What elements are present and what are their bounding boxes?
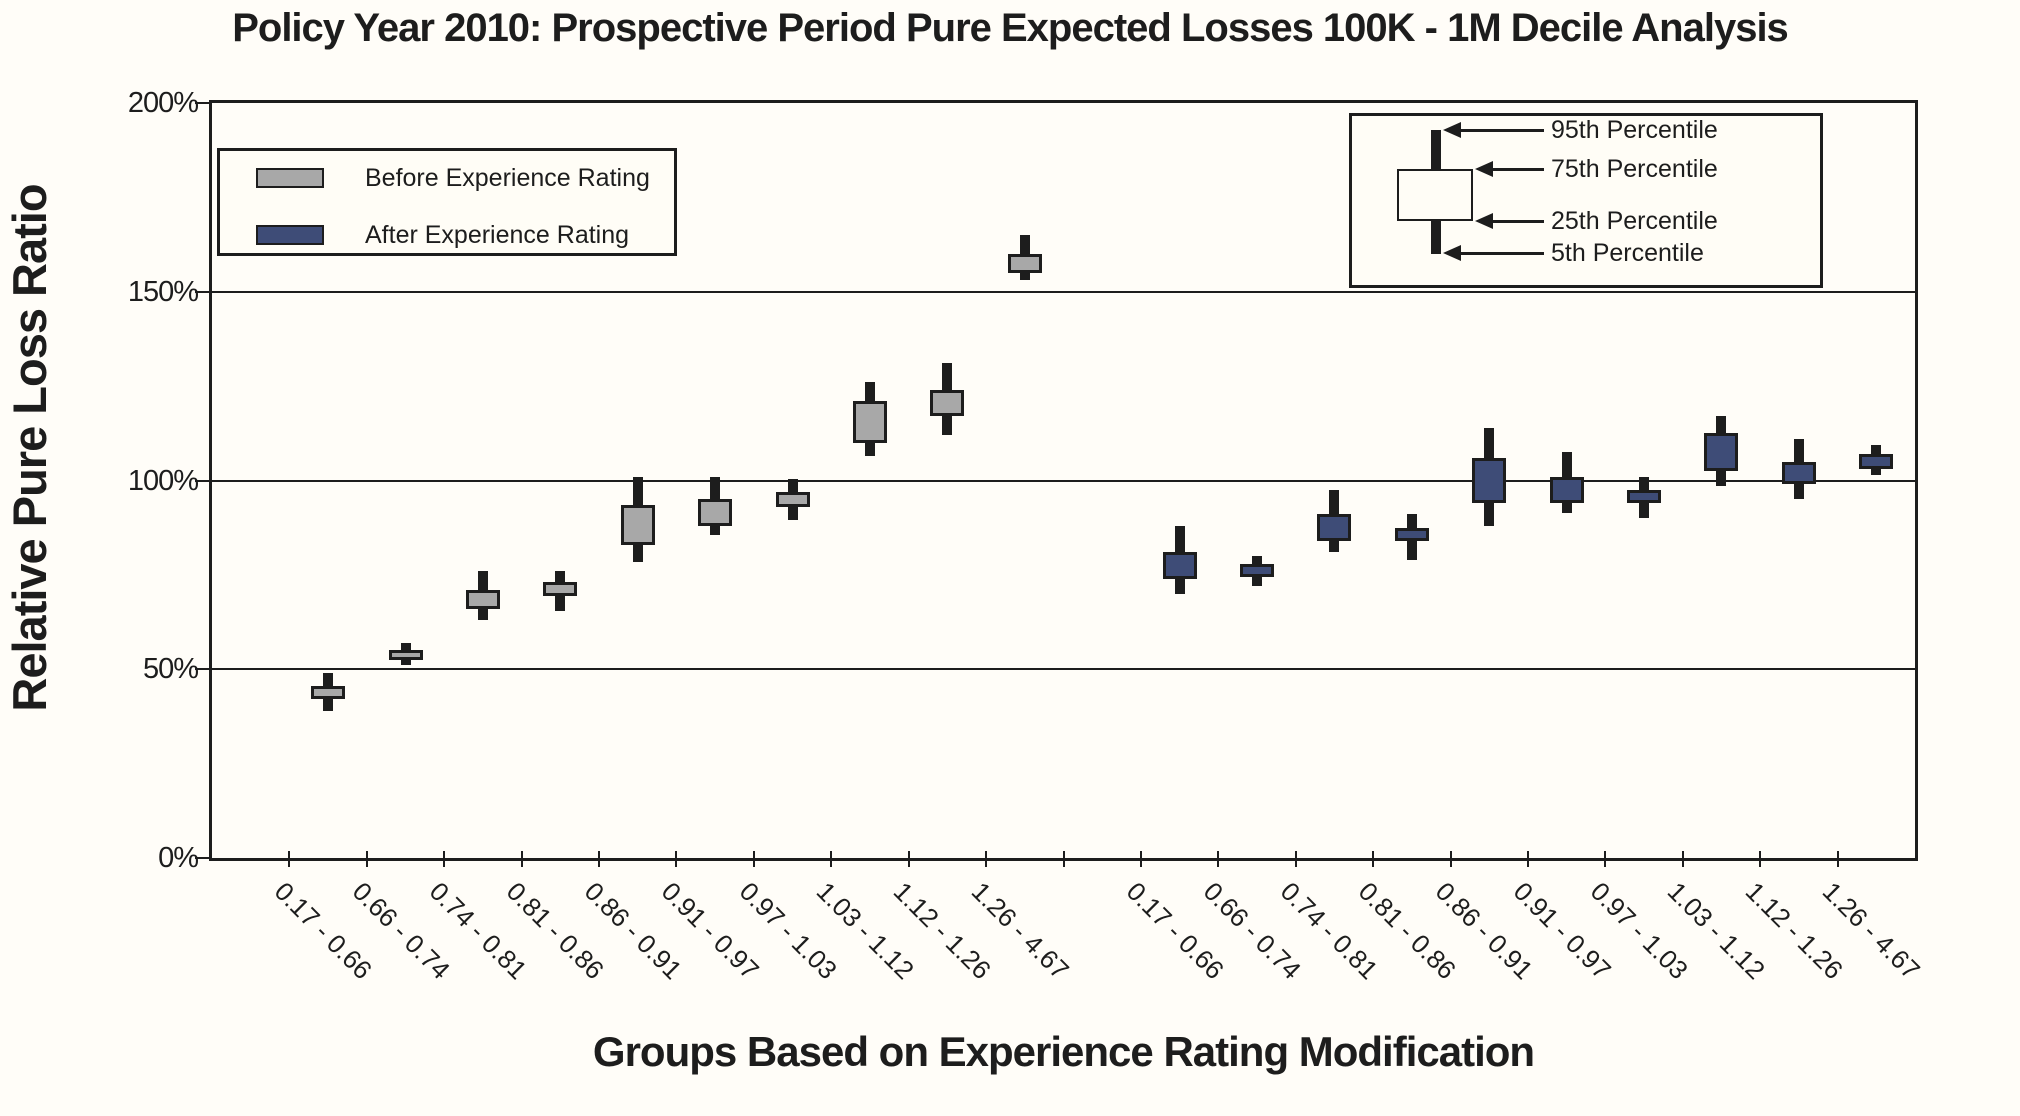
box-before-2 bbox=[388, 650, 423, 660]
box-before-10 bbox=[1007, 254, 1042, 273]
x-axis-tick bbox=[1372, 851, 1375, 867]
y-axis-tick bbox=[195, 102, 210, 104]
x-axis-tick bbox=[752, 851, 755, 867]
after-experience-rating-label: After Experience Rating bbox=[365, 221, 630, 249]
after-experience-rating-swatch bbox=[256, 225, 324, 245]
x-axis-tick bbox=[1526, 851, 1529, 867]
box-after-6 bbox=[1549, 476, 1584, 504]
x-axis-tick bbox=[520, 851, 523, 867]
percentile-25-label: 25th Percentile bbox=[1551, 207, 1718, 235]
y-axis-title: Relative Pure Loss Ratio bbox=[3, 184, 56, 712]
arrow-left-icon bbox=[1475, 213, 1493, 229]
box-after-2 bbox=[1240, 563, 1275, 577]
arrow-line bbox=[1489, 220, 1544, 223]
x-axis-tick bbox=[1217, 851, 1220, 867]
x-axis-tick bbox=[907, 851, 910, 867]
plot-area bbox=[209, 100, 1918, 867]
x-axis-title: Groups Based on Experience Rating Modifi… bbox=[592, 1028, 1535, 1075]
y-tick-label: 0% bbox=[158, 842, 199, 874]
x-axis-tick bbox=[1062, 851, 1065, 867]
x-axis-tick bbox=[598, 851, 601, 867]
gridline-50pct bbox=[212, 668, 1915, 671]
percentile-95-label: 95th Percentile bbox=[1551, 116, 1718, 144]
y-tick-label: 200% bbox=[127, 87, 199, 119]
x-axis-tick bbox=[1681, 851, 1684, 867]
box-before-3 bbox=[465, 589, 500, 609]
x-axis-tick bbox=[1604, 851, 1607, 867]
box-after-7 bbox=[1627, 489, 1662, 504]
box-after-9 bbox=[1781, 461, 1816, 485]
x-axis-tick bbox=[1836, 851, 1839, 867]
x-axis-tick bbox=[1449, 851, 1452, 867]
box-before-9 bbox=[930, 389, 965, 417]
series-legend: Before Experience Rating After Experienc… bbox=[217, 148, 677, 256]
x-axis-tick bbox=[985, 851, 988, 867]
box-before-6 bbox=[698, 499, 733, 526]
y-axis-tick bbox=[195, 668, 210, 671]
percentile-75-label: 75th Percentile bbox=[1551, 155, 1718, 183]
box-before-4 bbox=[543, 582, 578, 596]
x-axis-tick bbox=[830, 851, 833, 867]
x-axis-tick bbox=[288, 851, 291, 867]
x-axis-tick bbox=[675, 851, 678, 867]
y-axis-tick bbox=[195, 857, 210, 859]
chart-title: Policy Year 2010: Prospective Period Pur… bbox=[232, 6, 1789, 50]
x-axis-tick bbox=[1294, 851, 1297, 867]
y-tick-label: 50% bbox=[142, 653, 199, 686]
arrow-line bbox=[1489, 168, 1544, 171]
box-before-1 bbox=[311, 686, 346, 700]
box-after-3 bbox=[1317, 514, 1352, 541]
x-axis-tick bbox=[1139, 851, 1142, 867]
gridline-100pct bbox=[212, 479, 1915, 482]
y-axis-tick bbox=[195, 290, 210, 293]
y-axis-tick bbox=[195, 479, 210, 482]
box-after-4 bbox=[1394, 527, 1429, 541]
before-experience-rating-label: Before Experience Rating bbox=[365, 164, 650, 192]
percentile-legend: 95th Percentile 75th Percentile 25th Per… bbox=[1349, 113, 1823, 288]
arrow-left-icon bbox=[1443, 122, 1461, 138]
gridline-150pct bbox=[212, 290, 1915, 293]
box-after-1 bbox=[1162, 552, 1197, 579]
percentile-box-glyph bbox=[1397, 169, 1473, 221]
y-tick-label: 150% bbox=[127, 275, 199, 308]
box-before-7 bbox=[775, 491, 810, 507]
before-experience-rating-swatch bbox=[256, 168, 324, 188]
x-axis-tick bbox=[365, 851, 368, 867]
x-axis-tick bbox=[1759, 851, 1762, 867]
box-before-8 bbox=[852, 401, 887, 443]
box-after-10 bbox=[1859, 454, 1894, 470]
arrow-left-icon bbox=[1443, 245, 1461, 261]
percentile-5-label: 5th Percentile bbox=[1551, 239, 1704, 267]
box-after-8 bbox=[1704, 433, 1739, 472]
box-before-5 bbox=[620, 505, 655, 545]
arrow-left-icon bbox=[1475, 161, 1493, 177]
arrow-line bbox=[1457, 252, 1544, 255]
box-after-5 bbox=[1472, 457, 1507, 504]
arrow-line bbox=[1457, 129, 1544, 132]
x-axis-tick bbox=[443, 851, 446, 867]
y-tick-label: 100% bbox=[127, 464, 199, 497]
